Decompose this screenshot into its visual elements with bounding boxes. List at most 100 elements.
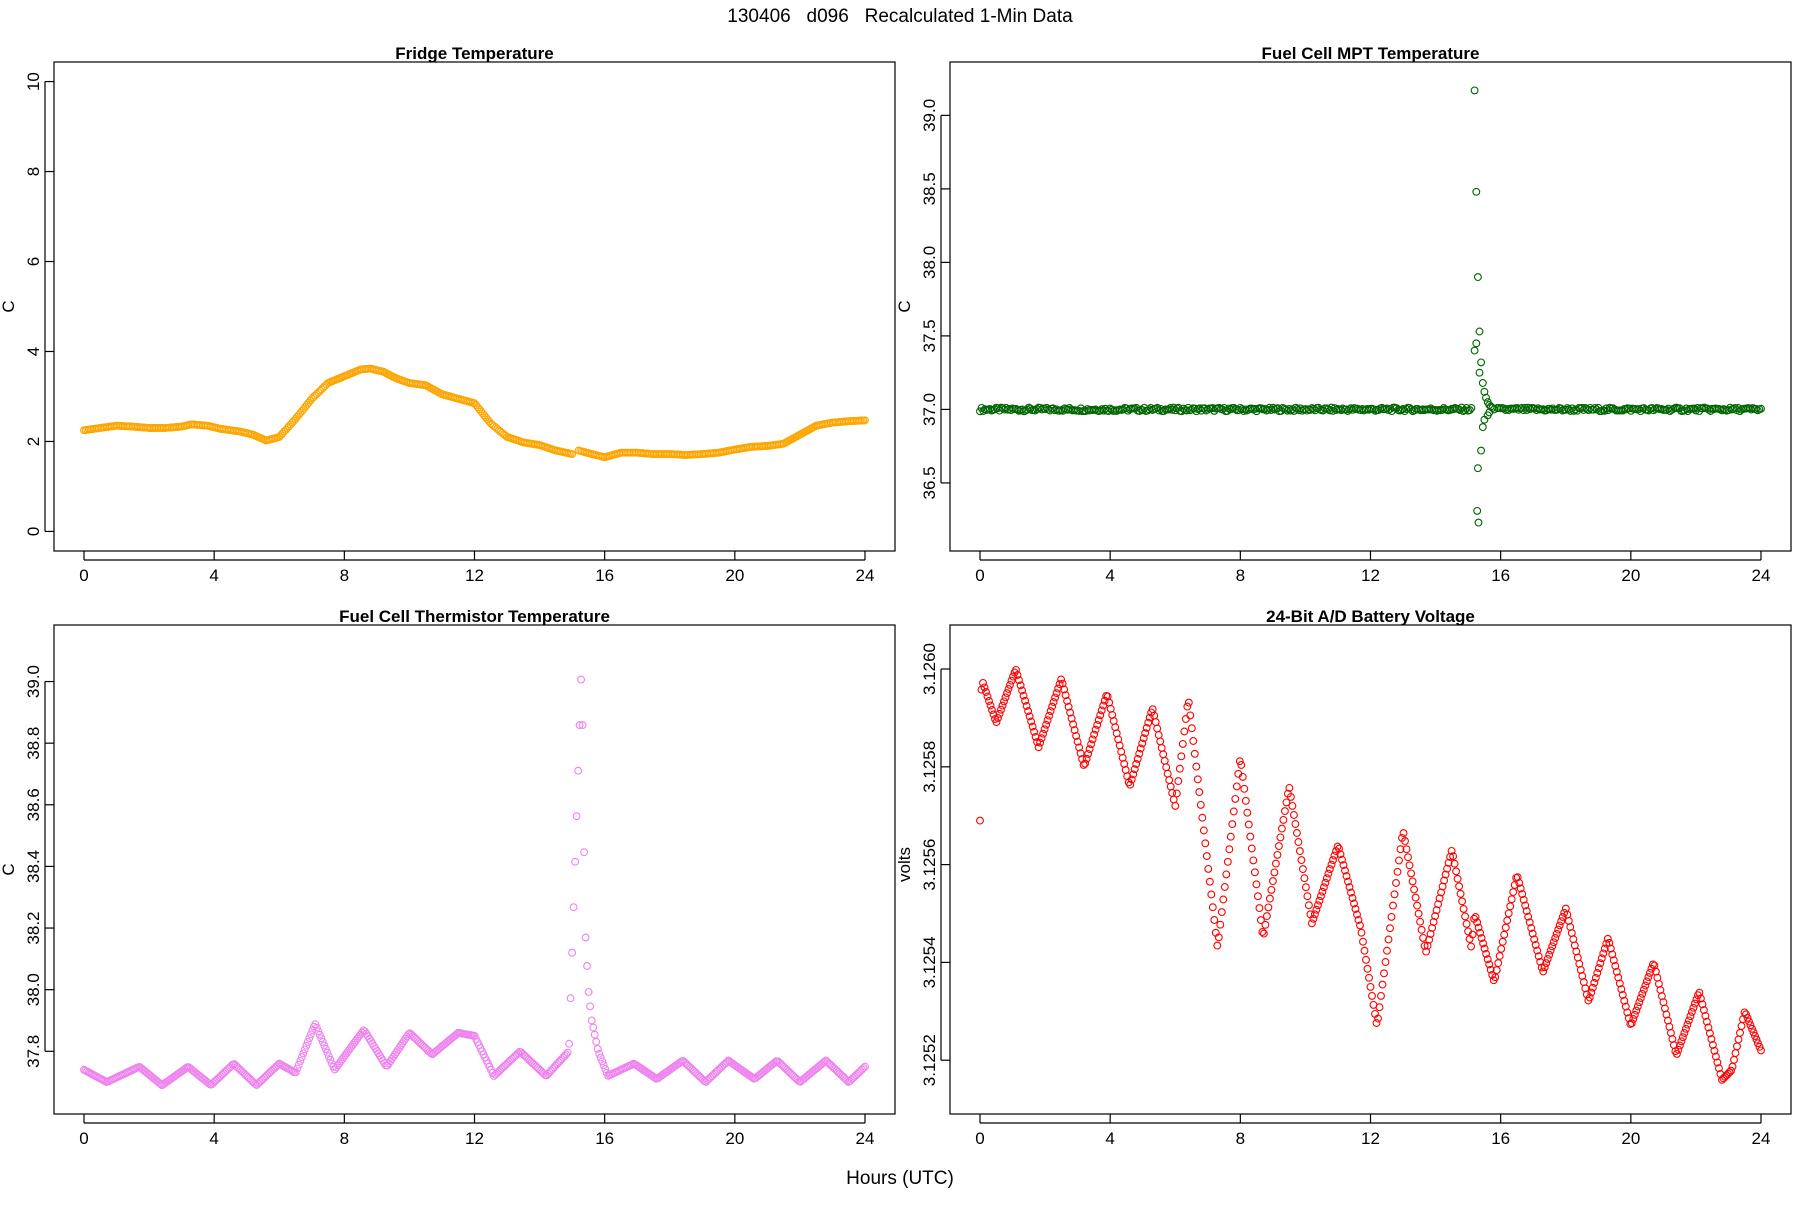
data-point [1437,888,1446,897]
data-point [1441,870,1450,879]
data-point [580,848,589,857]
data-point [1001,693,1010,702]
data-point [1506,902,1515,911]
data-point [1063,697,1072,705]
data-point [983,692,992,701]
data-point [321,1045,330,1053]
data-point [1614,973,1623,982]
data-point [1163,769,1172,778]
data-point [1375,1003,1384,1012]
data-point [1482,949,1491,958]
data-point [1070,726,1079,735]
data-point [1153,724,1162,733]
data-point [1208,903,1217,912]
data-point [1315,896,1324,905]
data-point [1022,702,1031,710]
data-point [1386,924,1394,933]
x-tick-label: 20 [1621,1129,1640,1148]
data-point [251,1080,260,1088]
data-point [997,705,1005,714]
data-point [1190,749,1199,758]
data-point [1754,1039,1762,1048]
data-point [1339,861,1348,870]
data-point [1752,1035,1761,1044]
data-point [1377,991,1385,1000]
data-point [1551,934,1560,942]
plot-frame [949,61,1792,552]
plot-frame [949,624,1792,1115]
data-point [1031,732,1040,741]
data-point [994,714,1002,722]
chart-panel-1: Fuel Cell MPT Temperature 0 4 8 12 16 20 24 36.5… [895,44,1792,585]
data-point [1199,826,1208,835]
data-point [1204,864,1213,873]
data-point [1216,920,1225,929]
data-point [1253,892,1262,901]
data-point [1004,685,1013,693]
data-point [1623,1008,1632,1017]
data-point [1384,935,1393,944]
data-point [1279,815,1288,824]
data-point [1351,905,1360,913]
data-point [1057,675,1066,684]
data-point [1232,782,1241,791]
data-point [1359,937,1367,946]
data-point [1521,901,1530,910]
data-point [1264,903,1273,912]
data-point [596,1053,605,1062]
y-tick-label: 10 [24,72,43,91]
data-point [1295,847,1304,856]
data-point [1357,928,1366,937]
data-point [592,1037,601,1046]
data-point [1558,913,1567,921]
data-point [1007,676,1016,685]
data-point [572,812,581,821]
data-point [1393,867,1402,876]
data-point [589,1023,598,1032]
data-point [1608,950,1617,959]
data-point [1518,890,1527,899]
data-point [1061,691,1070,700]
data-point [1172,789,1181,798]
data-point [1174,777,1183,786]
data-point [1705,1029,1714,1038]
data-point [1428,923,1437,932]
data-point [1455,882,1464,891]
data-point [1633,1002,1642,1011]
y-tick-label: 38.0 [920,246,939,279]
data-point [1144,718,1153,727]
data-point [1599,949,1608,958]
data-point [1081,759,1090,768]
data-point [1222,870,1231,879]
data-point [1064,702,1073,711]
data-point [1734,1035,1743,1044]
data-point [1522,907,1531,916]
data-point [587,1016,596,1025]
data-point [1181,715,1190,723]
data-point [1401,837,1409,846]
data-point [1202,852,1211,861]
data-point [1368,991,1376,1000]
data-point [1636,994,1645,1002]
data-point [1055,680,1064,689]
data-point [1229,807,1238,816]
data-point [314,1027,323,1036]
data-point [1154,731,1163,739]
data-point [1046,707,1055,716]
data-point [1324,869,1333,878]
data-point [1096,711,1105,720]
data-point [1755,1042,1764,1051]
data-point [1483,955,1492,964]
data-point [574,766,583,775]
data-point [1737,1022,1746,1030]
data-point [976,816,984,825]
data-point [1603,934,1612,943]
data-point [1201,839,1210,848]
data-point [1632,1006,1641,1015]
data-point [1539,967,1548,976]
data-point [1025,712,1034,721]
data-point [1021,696,1030,705]
x-tick-label: 4 [1105,566,1114,585]
data-point [1555,921,1564,930]
data-point [1186,711,1195,720]
